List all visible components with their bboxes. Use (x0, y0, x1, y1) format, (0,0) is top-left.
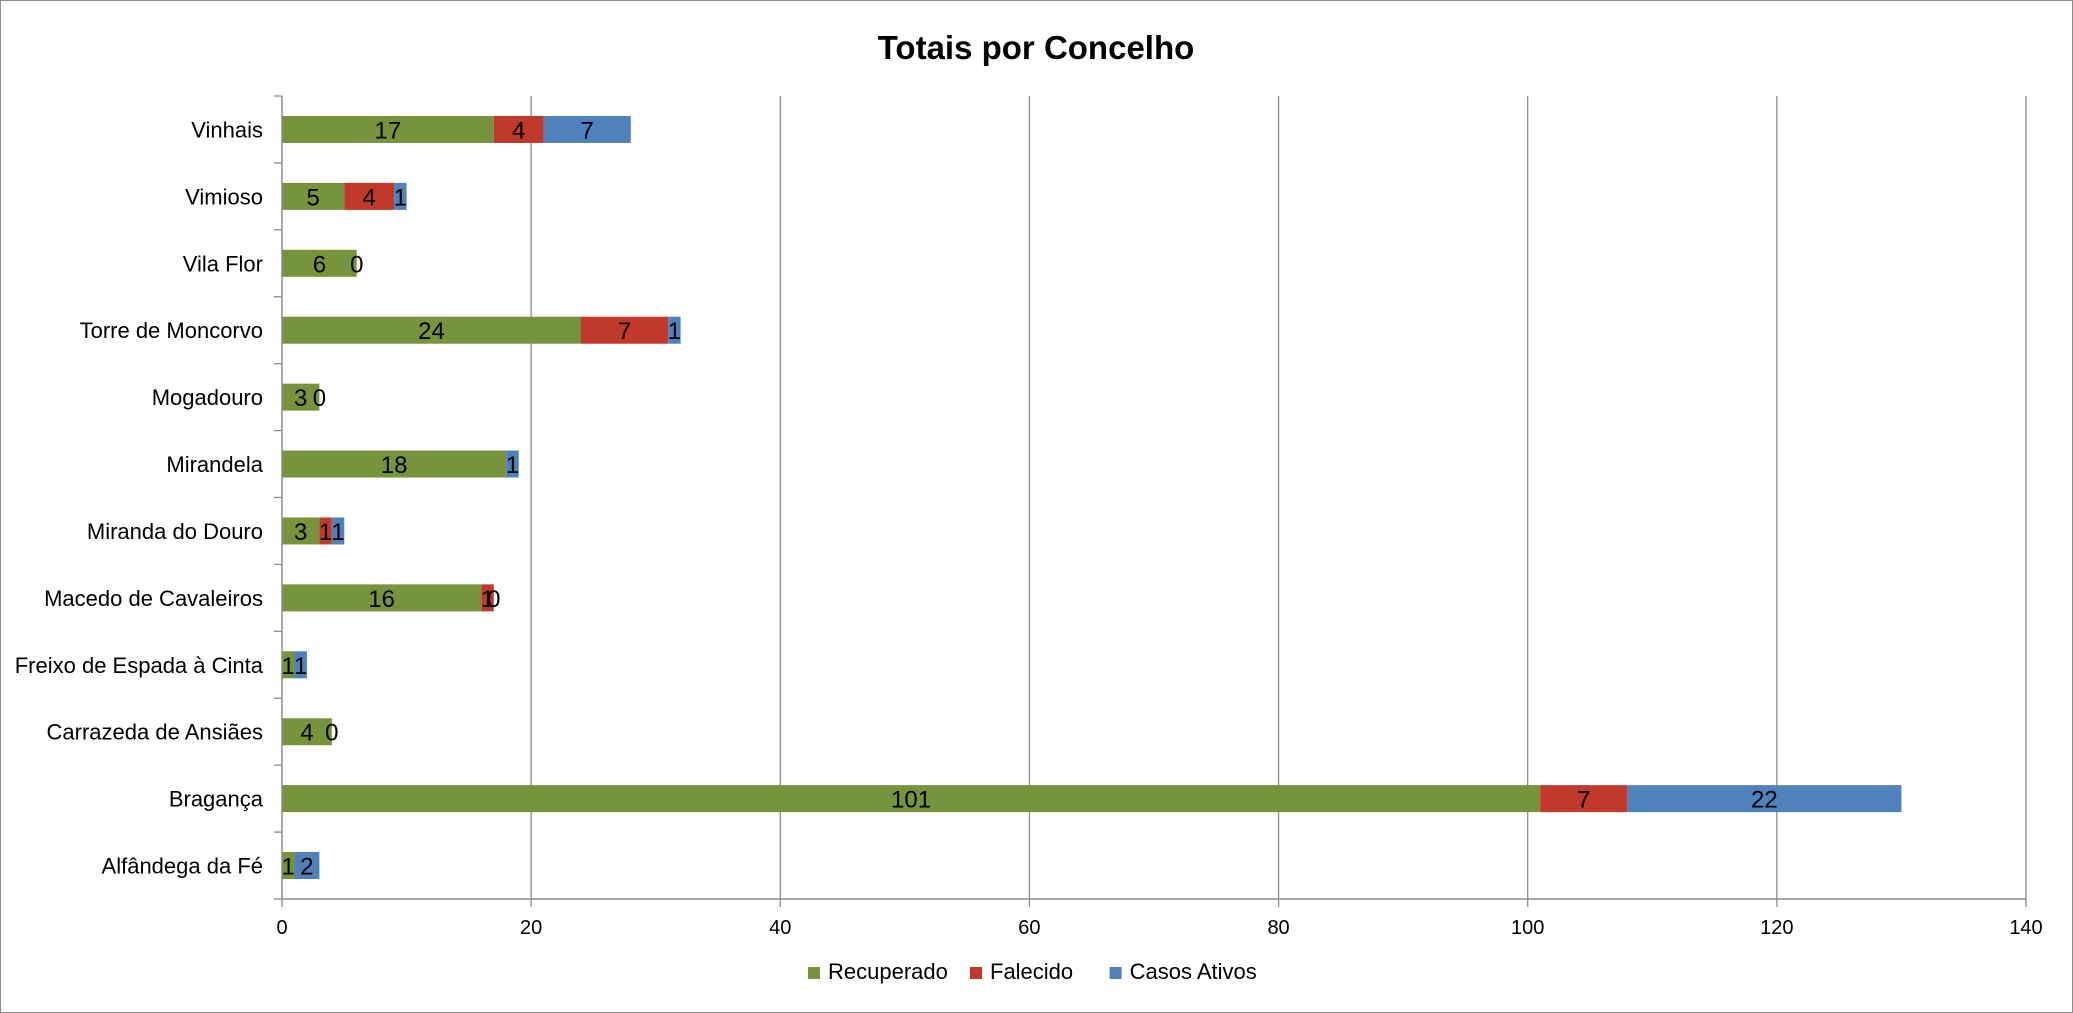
data-label-macedo-de-cavaleiros-recuperado: 16 (368, 586, 395, 613)
legend: Recuperado Falecido Casos Ativos (808, 959, 1257, 984)
category-label-torre-de-moncorvo: Torre de Moncorvo (80, 318, 263, 343)
bar-freixo-de-espada-a-cinta-casos-ativos (294, 651, 307, 679)
data-label-vimioso-recuperado: 5 (306, 184, 319, 211)
bar-alfandega-da-fe-casos-ativos (294, 852, 320, 880)
category-label-macedo-de-cavaleiros: Macedo de Cavaleiros (44, 586, 263, 611)
data-label-carrazeda-de-ansiaes-recuperado: 4 (300, 720, 313, 747)
bar-mirandela-recuperado (282, 450, 507, 478)
bar-alfandega-da-fe-recuperado (282, 852, 295, 880)
legend-swatch-falecido (970, 967, 982, 979)
bar-vinhais-falecido (493, 115, 544, 143)
legend-label-casos-ativos: Casos Ativos (1130, 959, 1257, 984)
data-label-mirandela-casos-ativos: 1 (506, 452, 519, 479)
bar-macedo-de-cavaleiros-falecido (481, 584, 494, 612)
category-labels: Alfândega da Fé Bragança Carrazeda de Ansi… (15, 117, 264, 878)
bar-freixo-de-espada-a-cinta-recuperado (282, 651, 295, 679)
bar-vila-flor-recuperado (282, 249, 357, 277)
category-label-mogadouro: Mogadouro (152, 385, 263, 410)
data-label-vinhais-recuperado: 17 (375, 117, 402, 144)
data-label-miranda-do-douro-recuperado: 3 (294, 519, 307, 546)
x-tick-labels: 0 20 40 60 80 100 120 140 (276, 917, 2042, 939)
data-label-mirandela-recuperado: 18 (381, 452, 408, 479)
bar-vimioso-falecido (344, 182, 395, 210)
bar-carrazeda-de-ansiaes-recuperado (282, 718, 332, 746)
category-label-mirandela: Mirandela (166, 452, 263, 477)
axes (274, 95, 2027, 907)
bar-vimioso-casos-ativos (394, 182, 407, 210)
category-label-alfandega-da-fe: Alfândega da Fé (102, 854, 263, 879)
bar-torre-de-moncorvo-falecido (580, 316, 669, 344)
legend-swatch-casos-ativos (1109, 967, 1122, 979)
category-label-miranda-do-douro: Miranda do Douro (87, 519, 263, 544)
bar-braganca-casos-ativos (1627, 785, 1902, 813)
x-tick-label-60: 60 (1018, 917, 1040, 939)
category-label-vila-flor: Vila Flor (183, 251, 263, 276)
bar-macedo-de-cavaleiros-recuperado (282, 584, 482, 612)
data-label-vinhais-falecido: 4 (512, 117, 525, 144)
bar-torre-de-moncorvo-recuperado (282, 316, 581, 344)
bar-vimioso-recuperado (282, 182, 345, 210)
data-label-torre-de-moncorvo-falecido: 7 (618, 318, 631, 345)
data-label-mogadouro-falecido: 0 (313, 385, 326, 412)
data-label-macedo-de-cavaleiros-falecido: 1 (481, 586, 494, 613)
data-label-vila-flor-recuperado: 6 (313, 251, 326, 278)
bar-braganca-falecido (1540, 785, 1628, 813)
data-label-alfandega-da-fe-casos-ativos: 2 (300, 854, 313, 881)
data-label-braganca-falecido: 7 (1577, 787, 1590, 814)
category-label-freixo-de-espada-a-cinta: Freixo de Espada à Cinta (15, 653, 264, 678)
x-tick-label-80: 80 (1267, 917, 1289, 939)
data-label-braganca-casos-ativos: 22 (1751, 787, 1778, 814)
data-label-alfandega-da-fe-recuperado: 1 (282, 854, 295, 881)
data-label-vila-flor-falecido: 0 (350, 251, 363, 278)
data-label-freixo-de-espada-a-cinta-recuperado: 1 (282, 653, 295, 680)
data-label-mogadouro-recuperado: 3 (294, 385, 307, 412)
legend-swatch-recuperado (808, 967, 820, 979)
data-label-freixo-de-espada-a-cinta-casos-ativos: 1 (294, 653, 307, 680)
bars (282, 115, 1902, 880)
bar-vinhais-casos-ativos (543, 115, 631, 143)
data-label-torre-de-moncorvo-casos-ativos: 1 (668, 318, 681, 345)
legend-label-falecido: Falecido (990, 959, 1073, 984)
category-label-carrazeda-de-ansiaes: Carrazeda de Ansiães (47, 720, 263, 745)
data-label-macedo-de-cavaleiros-casos-ativos: 0 (487, 586, 500, 613)
x-tick-label-40: 40 (769, 917, 791, 939)
data-label-braganca-recuperado: 101 (891, 787, 931, 814)
bar-miranda-do-douro-casos-ativos (331, 517, 345, 545)
data-label-carrazeda-de-ansiaes-falecido: 0 (325, 720, 338, 747)
category-label-braganca: Bragança (169, 787, 264, 812)
bar-miranda-do-douro-falecido (319, 517, 332, 545)
data-label-miranda-do-douro-casos-ativos: 1 (331, 519, 344, 546)
x-tick-label-120: 120 (1760, 917, 1793, 939)
data-label-vinhais-casos-ativos: 7 (581, 117, 594, 144)
bar-braganca-recuperado (282, 785, 1541, 813)
category-label-vimioso: Vimioso (185, 184, 263, 209)
data-label-vimioso-casos-ativos: 1 (394, 184, 407, 211)
bar-mirandela-casos-ativos (506, 450, 519, 478)
x-tick-label-20: 20 (520, 917, 542, 939)
x-tick-label-100: 100 (1511, 917, 1544, 939)
bar-torre-de-moncorvo-casos-ativos (668, 316, 681, 344)
data-label-torre-de-moncorvo-recuperado: 24 (418, 318, 445, 345)
category-label-vinhais: Vinhais (191, 117, 263, 142)
x-tick-label-0: 0 (276, 917, 287, 939)
gridlines (530, 96, 2027, 899)
bar-vinhais-recuperado (282, 115, 494, 143)
bar-miranda-do-douro-recuperado (282, 517, 320, 545)
data-label-miranda-do-douro-falecido: 1 (319, 519, 332, 546)
x-tick-label-140: 140 (2009, 917, 2042, 939)
data-label-vimioso-falecido: 4 (363, 184, 376, 211)
chart-title: Totais por Concelho (878, 29, 1195, 66)
legend-label-recuperado: Recuperado (828, 959, 948, 984)
bar-mogadouro-recuperado (282, 383, 320, 411)
